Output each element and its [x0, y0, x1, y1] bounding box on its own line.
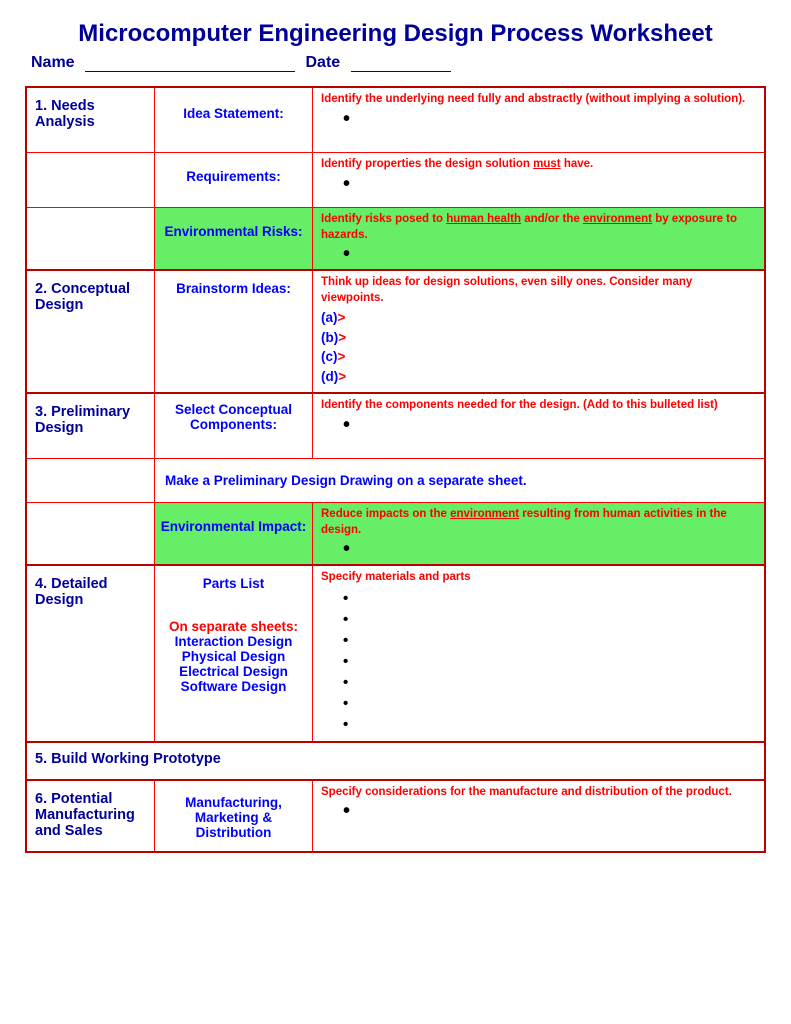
bullet: • — [321, 110, 756, 128]
s4-d4: Software Design — [159, 679, 308, 694]
s3-r2: Make a Preliminary Design Drawing on a s… — [27, 459, 764, 503]
s1-r3: Environmental Risks: Identify risks pose… — [27, 208, 764, 271]
s2: 2. Conceptual Design Brainstorm Ideas: T… — [27, 271, 764, 394]
s1-heading: 1. Needs Analysis — [27, 88, 155, 152]
s1-r3-content: Identify risks posed to human health and… — [313, 208, 764, 269]
page-title: Microcomputer Engineering Design Process… — [25, 20, 766, 48]
s3-heading: 3. Preliminary Design — [27, 394, 155, 458]
s3-r2-text: Make a Preliminary Design Drawing on a s… — [155, 459, 764, 502]
bullet: • — [321, 416, 756, 434]
worksheet-table: 1. Needs Analysis Idea Statement: Identi… — [25, 86, 766, 853]
s4-labels: Parts List On separate sheets: Interacti… — [155, 566, 313, 741]
s3-r3-content: Reduce impacts on the environment result… — [313, 503, 764, 564]
s1-r2: Requirements: Identify properties the de… — [27, 153, 764, 208]
bullet: • — [321, 802, 756, 820]
name-label: Name — [31, 54, 75, 71]
s4-heading: 4. Detailed Design — [27, 566, 155, 741]
s2-label: Brainstorm Ideas: — [155, 271, 313, 392]
date-blank[interactable] — [351, 71, 451, 72]
s6-instr: Specify considerations for the manufactu… — [321, 785, 756, 801]
name-blank[interactable] — [85, 71, 295, 72]
s3-r3: Environmental Impact: Reduce impacts on … — [27, 503, 764, 566]
s1-r1-label: Idea Statement: — [155, 88, 313, 152]
s4-parts: Parts List — [159, 576, 308, 591]
s4-d3: Electrical Design — [159, 664, 308, 679]
s6: 6. Potential Manufacturing and Sales Man… — [27, 781, 764, 851]
s1-r1-instr: Identify the underlying need fully and a… — [321, 92, 756, 108]
s4-sep: On separate sheets: — [159, 619, 308, 634]
s1-r3-label: Environmental Risks: — [155, 208, 313, 269]
s1-r3-instr: Identify risks posed to human health and… — [321, 212, 756, 243]
s4: 4. Detailed Design Parts List On separat… — [27, 566, 764, 743]
s3-r1: 3. Preliminary Design Select Conceptual … — [27, 394, 764, 459]
date-label: Date — [305, 54, 340, 71]
s1-r2-content: Identify properties the design solution … — [313, 153, 764, 207]
meta-line: Name Date — [31, 54, 766, 72]
s2-instr: Think up ideas for design solutions, eve… — [321, 275, 756, 306]
s6-content: Specify considerations for the manufactu… — [313, 781, 764, 851]
s4-d2: Physical Design — [159, 649, 308, 664]
s3-r1-content: Identify the components needed for the d… — [313, 394, 764, 458]
s5: 5. Build Working Prototype — [27, 743, 764, 781]
s1-r1: 1. Needs Analysis Idea Statement: Identi… — [27, 88, 764, 153]
s1-r2-instr: Identify properties the design solution … — [321, 157, 756, 173]
s2-list: (a)> (b)> (c)> (d)> — [321, 308, 756, 386]
s2-content: Think up ideas for design solutions, eve… — [313, 271, 764, 392]
s1-r2-label: Requirements: — [155, 153, 313, 207]
s4-d1: Interaction Design — [159, 634, 308, 649]
s6-heading: 6. Potential Manufacturing and Sales — [27, 781, 155, 851]
s3-r1-instr: Identify the components needed for the d… — [321, 398, 756, 414]
s3-r1-label: Select Conceptual Components: — [155, 394, 313, 458]
s2-heading: 2. Conceptual Design — [27, 271, 155, 392]
s3-r3-label: Environmental Impact: — [155, 503, 313, 564]
bullet-list: ••••••• — [321, 588, 756, 735]
s4-content: Specify materials and parts ••••••• — [313, 566, 764, 741]
bullet: • — [321, 540, 756, 558]
s1-r1-content: Identify the underlying need fully and a… — [313, 88, 764, 152]
bullet: • — [321, 175, 756, 193]
s6-label: Manufacturing, Marketing & Distribution — [155, 781, 313, 851]
bullet: • — [321, 245, 756, 263]
s3-r3-instr: Reduce impacts on the environment result… — [321, 507, 756, 538]
s4-instr: Specify materials and parts — [321, 570, 756, 586]
